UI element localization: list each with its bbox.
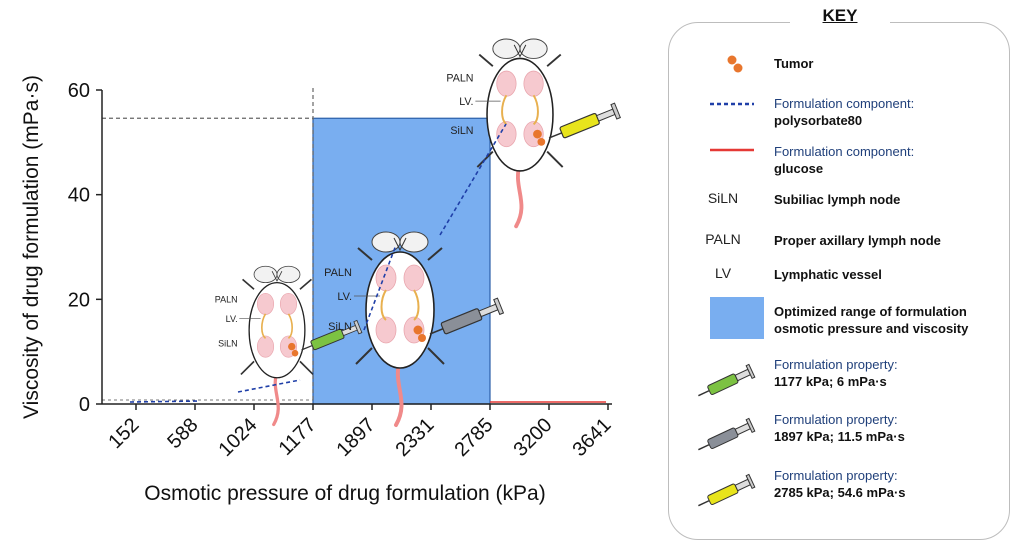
key-title: KEY <box>790 6 890 26</box>
tumor <box>418 334 426 342</box>
tumor <box>288 342 296 351</box>
mouse-body <box>248 281 306 379</box>
mouse-body <box>365 251 435 369</box>
y-axis-title: Viscosity of drug formulation (mPa·s) <box>20 75 43 419</box>
key-item-optimized-range: Optimized range of formulation osmotic p… <box>774 304 969 336</box>
abbr-paln: PALN <box>705 231 741 247</box>
mouse-legs <box>355 247 445 365</box>
lymph-path-2 <box>363 244 397 331</box>
mouse-nose <box>271 270 283 282</box>
x-tick-label: 152 <box>104 414 143 453</box>
tumor <box>413 325 423 335</box>
mouse-ear <box>399 231 429 253</box>
mouse-label: LV. <box>459 96 473 108</box>
lymph-path-3 <box>439 123 507 236</box>
mouse-legs <box>240 278 314 376</box>
glucose-line-icon <box>710 148 754 152</box>
key-item-lv: Lymphatic vessel <box>774 267 882 282</box>
mouse-nose <box>513 44 527 58</box>
lymph-node <box>256 292 275 315</box>
mouse-tail <box>514 161 524 229</box>
x-tick-label: 2785 <box>451 414 498 461</box>
tumor <box>537 137 546 146</box>
lymph-path-1 <box>237 379 301 393</box>
key-item-glucose: Formulation component: glucose <box>774 144 915 176</box>
yellow-syringe-icon <box>698 473 756 507</box>
key-item-siln: Subiliac lymph node <box>774 192 901 207</box>
y-tick-label: 60 <box>68 80 90 102</box>
key-item-paln: Proper axillary lymph node <box>774 233 941 248</box>
y-tick-label: 20 <box>68 289 90 311</box>
syringe-needle <box>429 328 444 335</box>
mouse-ear <box>276 265 301 284</box>
mouse-legs <box>476 53 564 168</box>
mouse-label: PALN <box>215 294 238 304</box>
abbr-lv: LV <box>714 265 732 281</box>
polysorbate-trace <box>129 400 201 403</box>
mouse-body <box>486 57 554 172</box>
lymphatic-vessel <box>413 289 420 321</box>
y-tick-label: 0 <box>79 394 90 416</box>
lymphatic-vessel <box>532 94 539 126</box>
lymph-node <box>403 264 425 292</box>
syringe <box>548 102 621 139</box>
polysorbate-line-icon <box>710 102 754 106</box>
mouse-label: LV. <box>226 314 238 324</box>
mouse-label: PALN <box>324 267 352 279</box>
lymph-node <box>375 264 397 292</box>
mouse-label: SiLN <box>328 321 352 333</box>
abbr-siln: SiLN <box>707 190 739 206</box>
chart-area: PALN LV. SiLN PALN LV. SiLN PALN LV. SiLN 0 20 40 6… <box>20 38 621 505</box>
x-tick-label: 588 <box>163 414 202 453</box>
key-item-syringe-green: Formulation property: 1177 kPa; 6 mPa·s <box>774 357 898 389</box>
key-panel <box>668 22 1010 540</box>
gray-syringe-icon <box>698 417 756 451</box>
lymph-node <box>523 70 544 97</box>
lymph-node <box>496 70 517 97</box>
syringe-needle <box>301 345 313 351</box>
mouse-3: PALN LV. SiLN <box>446 38 621 229</box>
mouse-label: SiLN <box>218 339 238 349</box>
syringe-plunger <box>595 108 616 122</box>
syringe <box>301 319 363 351</box>
mouse-label: SiLN <box>450 125 473 137</box>
syringe <box>429 297 505 335</box>
mouse-tail <box>272 369 280 427</box>
tumor-icon <box>727 55 743 73</box>
key-item-syringe-yellow: Formulation property: 2785 kPa; 54.6 mPa… <box>774 468 906 500</box>
x-tick-label: 1024 <box>215 414 262 461</box>
x-tick-label: 1177 <box>275 414 321 460</box>
key-item-polysorbate: Formulation component: polysorbate80 <box>774 96 915 128</box>
x-tick-label: 1897 <box>333 414 380 461</box>
lymph-node <box>375 316 397 344</box>
key-item-syringe-gray: Formulation property: 1897 kPa; 11.5 mPa… <box>774 412 905 444</box>
mouse-ear <box>519 38 548 59</box>
syringe-barrel <box>559 112 600 139</box>
lymphatic-vessel <box>380 289 387 321</box>
y-tick-label: 40 <box>68 185 90 207</box>
mouse-nose <box>393 237 407 252</box>
mouse-1: PALN LV. SiLN <box>215 265 363 427</box>
lymphatic-vessel <box>501 94 508 126</box>
green-syringe-icon <box>698 363 756 397</box>
lymph-node <box>256 335 275 358</box>
syringe-handle <box>493 297 505 316</box>
x-tick-label: 3200 <box>510 414 557 461</box>
tumor <box>291 349 299 357</box>
key-item-tumor: Tumor <box>774 56 814 71</box>
optimized-range-swatch <box>710 297 764 339</box>
x-axis-title: Osmotic pressure of drug formulation (kP… <box>144 482 545 505</box>
lymph-node <box>279 292 298 315</box>
x-tick-label: 3641 <box>569 414 616 461</box>
syringe-needle <box>548 132 562 139</box>
syringe-handle <box>353 319 363 335</box>
syringe-handle <box>610 102 621 120</box>
lymphatic-vessel <box>261 313 267 340</box>
mouse-label: PALN <box>446 73 473 85</box>
tumor <box>533 129 542 139</box>
mouse-label: LV. <box>337 291 352 303</box>
lymph-node <box>496 121 517 148</box>
lymphatic-vessel <box>287 313 293 340</box>
